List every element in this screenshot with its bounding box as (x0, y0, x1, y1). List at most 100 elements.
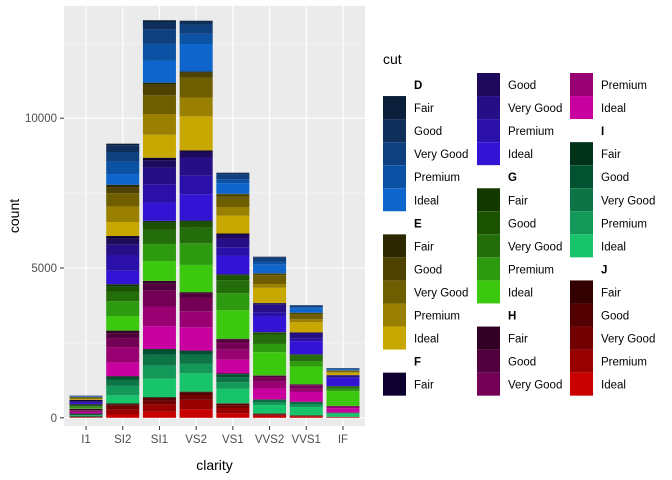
bar-segment-VS1-H-very-good (216, 342, 250, 350)
bar-segment-SI2-J-very-good (106, 405, 140, 410)
bar-segment-VS2-F-fair (179, 150, 213, 152)
legend-label: Ideal (508, 149, 533, 161)
legend-key-E-very-good (383, 280, 406, 304)
bar-segment-I1-J-fair (69, 416, 103, 417)
legend-label: Ideal (414, 334, 439, 346)
bar-segment-SI1-E-ideal (142, 134, 176, 158)
bar-segment-VS2-I-good (179, 351, 213, 355)
bar-segment-SI2-J-premium (106, 409, 140, 415)
bar-segment-SI2-I-ideal (106, 395, 140, 404)
bar-segment-I1-H-ideal (69, 412, 103, 414)
bar-segment-SI2-E-premium (106, 206, 140, 222)
bar-segment-I1-H-premium (69, 411, 103, 413)
legend-key-E-fair (383, 234, 406, 258)
bar-segment-IF-G-ideal (326, 391, 360, 406)
bar-segment-IF-E-ideal (326, 372, 360, 376)
legend-label: Very Good (508, 103, 562, 115)
bar-segment-VS2-H-fair (179, 292, 213, 294)
legend-group-G: G (508, 172, 517, 184)
bar-segment-SI1-H-good (142, 283, 176, 291)
legend-label: Good (508, 80, 536, 92)
bar-segment-SI1-H-fair (142, 280, 176, 284)
bar-segment-SI2-E-very-good (106, 193, 140, 207)
bar-segment-VVS1-D-very-good (289, 305, 323, 308)
bar-segment-VVS2-J-ideal (253, 415, 287, 418)
bar-segment-VS1-D-ideal (216, 183, 250, 194)
bar-segment-I1-I-premium (69, 415, 103, 416)
bar-segment-VVS1-J-ideal (289, 416, 323, 418)
legend-label: Ideal (601, 380, 626, 392)
bar-segment-I1-H-fair (69, 408, 103, 411)
bar-segment-VS1-F-premium (216, 247, 250, 256)
bar-segment-VVS1-I-ideal (289, 407, 323, 416)
bar-segment-VVS2-D-very-good (253, 257, 287, 262)
bar-segment-SI1-G-fair (142, 220, 176, 223)
bar-segment-VS2-G-fair (179, 220, 213, 222)
bar-segment-SI1-G-very-good (142, 229, 176, 245)
bar-segment-SI2-F-ideal (106, 270, 140, 285)
bar-segment-VS2-D-premium (179, 33, 213, 44)
x-tick-label-VS1: VS1 (222, 434, 244, 446)
bar-segment-VS1-H-good (216, 339, 250, 343)
bar-segment-SI2-G-very-good (106, 291, 140, 302)
bar-segment-SI1-J-premium (142, 404, 176, 412)
bar-segment-VS2-E-good (179, 72, 213, 78)
bar-segment-I1-G-good (69, 405, 103, 407)
bars (69, 20, 360, 418)
legend-label: Ideal (601, 241, 626, 253)
legend-key-I-premium (570, 211, 593, 235)
bar-segment-SI2-I-good (106, 377, 140, 380)
bar-segment-SI1-E-good (142, 84, 176, 96)
legend-label: Fair (414, 380, 434, 392)
bar-segment-VVS2-D-ideal (253, 264, 287, 274)
legend-label: Fair (508, 334, 528, 346)
bar-segment-VVS1-I-good (289, 401, 323, 403)
bar-segment-VVS2-H-premium (253, 381, 287, 389)
bar-segment-VVS2-I-ideal (253, 405, 287, 414)
legend-label: Very Good (414, 287, 468, 299)
y-axis: 0 5000 10000 (25, 113, 64, 425)
bar-segment-VS2-J-good (179, 392, 213, 396)
bar-segment-I1-I-fair (69, 413, 103, 415)
legend-key-H-very-good (477, 372, 500, 396)
bar-segment-SI2-D-good (106, 145, 140, 153)
bar-segment-VVS1-H-good (289, 384, 323, 386)
bar-segment-VS1-F-ideal (216, 255, 250, 275)
bar-segment-SI1-E-premium (142, 114, 176, 135)
legend-key-J-very-good (570, 326, 593, 350)
bar-segment-VVS1-H-premium (289, 388, 323, 393)
bar-segment-SI2-F-premium (106, 254, 140, 271)
bar-segment-SI2-I-fair (106, 376, 140, 378)
bar-segment-I1-F-ideal (69, 402, 103, 405)
x-axis-title: clarity (196, 457, 233, 473)
bar-segment-SI1-I-fair (142, 348, 176, 350)
bar-segment-VVS1-E-very-good (289, 314, 323, 320)
bar-segment-VS1-E-very-good (216, 196, 250, 208)
bar-segment-SI2-E-ideal (106, 221, 140, 237)
bar-segment-VVS1-E-good (289, 312, 323, 315)
bar-segment-VS1-D-premium (216, 179, 250, 184)
legend-group-F: F (414, 357, 421, 369)
bar-segment-VVS2-H-very-good (253, 377, 287, 382)
bar-segment-VVS2-E-very-good (253, 275, 287, 285)
bar-segment-SI1-I-premium (142, 365, 176, 379)
bar-segment-SI2-H-ideal (106, 362, 140, 377)
bar-segment-VS2-E-fair (179, 71, 213, 73)
legend-key-D-ideal (383, 188, 406, 212)
bar-segment-VS2-G-ideal (179, 264, 213, 293)
x-axis: I1 SI2 SI1 VS2 VS1 VVS2 VVS1 IF (81, 426, 348, 446)
legend-label: Good (601, 172, 629, 184)
x-tick-label-IF: IF (338, 434, 348, 446)
bar-segment-IF-F-very-good (326, 375, 360, 378)
bar-segment-VVS2-F-premium (253, 312, 287, 317)
bar-segment-VS2-H-ideal (179, 327, 213, 351)
legend-key-G-premium (477, 257, 500, 281)
bar-segment-SI1-G-ideal (142, 261, 176, 281)
legend-group-H: H (508, 311, 516, 323)
y-tick-label: 0 (51, 413, 57, 425)
bar-segment-I1-F-premium (69, 401, 103, 403)
bar-segment-SI2-E-good (106, 187, 140, 194)
bar-segment-SI2-G-fair (106, 284, 140, 287)
bar-segment-VVS2-E-premium (253, 284, 287, 288)
bar-segment-SI1-G-premium (142, 244, 176, 262)
